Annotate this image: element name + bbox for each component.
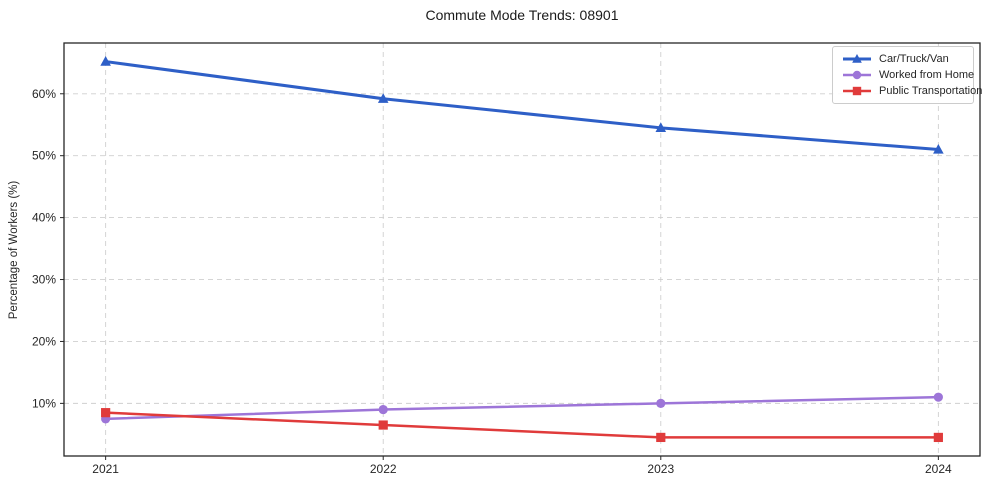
circle-marker [378,404,388,415]
y-tick-label: 30% [32,273,56,287]
x-tick-label: 2022 [370,462,397,476]
square-marker [933,432,943,443]
square-marker [656,432,666,443]
circle-marker [656,398,666,408]
triangle-marker [377,93,389,103]
chart-title: Commute Mode Trends: 08901 [425,7,619,23]
y-tick-label: 50% [32,149,56,163]
legend-swatch-public-transportation [843,86,871,96]
triangle-marker [100,56,111,66]
x-tick-label: 2023 [647,462,674,476]
triangle-marker [933,143,944,154]
x-tick-label: 2024 [925,462,952,476]
legend-swatch-worked-from-home [843,70,871,80]
series-line-1 [104,395,940,421]
legend-item-car-truck-van: Car/Truck/Van [842,53,965,65]
legend-label: Public Transportation [879,85,983,97]
triangle-marker [852,53,862,63]
legend-swatch-car-truck-van [843,53,871,63]
y-tick-label: 10% [32,396,56,410]
legend-label: Car/Truck/Van [879,53,949,65]
legend-item-worked-from-home: Worked from Home [842,69,974,81]
y-tick-label: 40% [32,211,56,225]
triangle-marker [655,122,667,132]
square-marker [101,408,111,418]
square-marker [852,86,862,96]
circle-marker [933,392,943,402]
series-line-2 [104,411,940,439]
y-tick-label: 60% [32,87,56,101]
x-tick-label: 2021 [92,462,119,476]
y-tick-label: 20% [32,334,56,348]
legend-item-public-transportation: Public Transportation [842,85,982,97]
plot-border [63,42,981,457]
legend-label: Worked from Home [879,69,975,81]
square-marker [378,420,388,430]
circle-marker [852,70,862,80]
legend: Car/Truck/Van Worked from Home Public Tr… [832,46,982,104]
series-line-0 [104,60,940,152]
